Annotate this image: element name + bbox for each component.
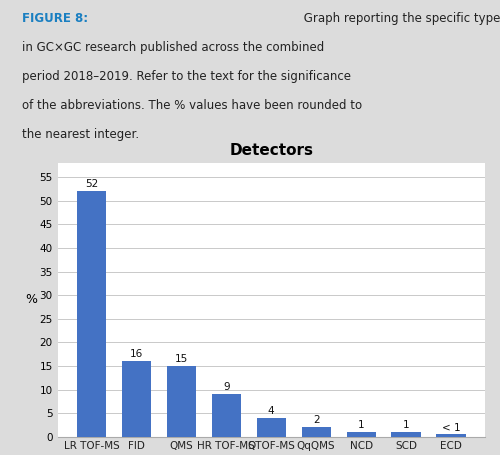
Text: 1: 1 (358, 420, 364, 430)
Bar (346, 432, 376, 437)
Bar (436, 435, 466, 437)
Text: 2: 2 (313, 415, 320, 425)
Text: period 2018–2019. Refer to the text for the significance: period 2018–2019. Refer to the text for … (22, 70, 351, 83)
Y-axis label: %: % (25, 293, 37, 306)
Text: Graph reporting the specific types of detection: Graph reporting the specific types of de… (300, 12, 500, 25)
Bar (302, 427, 331, 437)
Bar (122, 361, 151, 437)
Text: of the abbreviations. The % values have been rounded to: of the abbreviations. The % values have … (22, 99, 362, 112)
Text: 16: 16 (130, 349, 143, 359)
Bar (256, 418, 286, 437)
Bar (167, 366, 196, 437)
Text: FIGURE 8:: FIGURE 8: (22, 12, 88, 25)
Text: in GC×GC research published across the combined: in GC×GC research published across the c… (22, 40, 325, 54)
Text: 52: 52 (85, 179, 98, 189)
Text: 4: 4 (268, 406, 274, 416)
Text: < 1: < 1 (442, 423, 460, 433)
Bar (77, 192, 106, 437)
Text: 15: 15 (175, 354, 188, 364)
Text: 9: 9 (223, 383, 230, 392)
Bar (392, 432, 420, 437)
Bar (212, 394, 241, 437)
Title: Detectors: Detectors (229, 143, 313, 158)
Text: the nearest integer.: the nearest integer. (22, 128, 140, 141)
Text: 1: 1 (402, 420, 409, 430)
